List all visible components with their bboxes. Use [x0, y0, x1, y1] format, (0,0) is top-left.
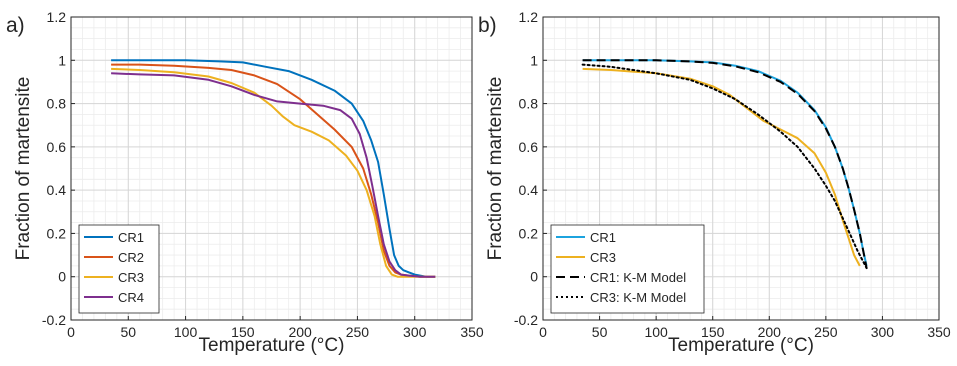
- x-tick-label: 150: [231, 324, 255, 340]
- legend: CR1 CR2 CR3 CR4: [78, 224, 160, 314]
- legend-entry: CR3: [590, 250, 616, 265]
- legend-entry: CR3: [118, 270, 144, 285]
- series-group: [111, 59, 436, 278]
- series-line-cr4: [111, 72, 436, 278]
- y-axis-label: Fraction of martensite: [13, 77, 34, 261]
- x-tick-label: 250: [346, 324, 370, 340]
- axes-box: [542, 16, 940, 321]
- series-line-cr1: [111, 59, 436, 278]
- x-axis-label: Temperature (°C): [668, 335, 814, 356]
- y-tick-label: 0.6: [47, 139, 67, 155]
- legend-entry: CR4: [118, 290, 144, 305]
- x-tick-label: 100: [644, 324, 668, 340]
- x-tick-label: 200: [758, 324, 782, 340]
- x-tick-label: 350: [460, 324, 484, 340]
- y-tick-label: 0.8: [519, 96, 539, 112]
- x-tick-label: 0: [67, 324, 75, 340]
- y-axis-label: Fraction of martensite: [485, 77, 506, 261]
- y-tick-label: 1: [530, 52, 538, 68]
- x-tick-label: 250: [814, 324, 838, 340]
- x-tick-label: 0: [539, 324, 547, 340]
- y-tick-label: 0.6: [519, 139, 539, 155]
- x-tick-label: 350: [927, 324, 951, 340]
- series-line-cr1-k-m-model: [582, 59, 868, 269]
- axes-box: [70, 16, 473, 321]
- y-tick-label: -0.2: [42, 312, 66, 328]
- legend-entry: CR1: K-M Model: [590, 270, 686, 285]
- y-tick-label: 0.2: [47, 225, 67, 241]
- legend-entry: CR1: [118, 230, 144, 245]
- chart-panel-b: 0 50 100 150 200 250 300 350-0.200.20.40.60.811…: [478, 9, 951, 356]
- y-tick-label: 0.4: [47, 182, 67, 198]
- x-tick-label: 300: [403, 324, 427, 340]
- y-tick-label: 1.2: [47, 9, 67, 25]
- chart-panel-a: 0 50 100 150 200 250 300 350-0.200.20.40.60.811…: [6, 9, 484, 356]
- x-tick-label: 50: [592, 324, 608, 340]
- x-axis-label: Temperature (°C): [199, 335, 345, 356]
- panel-label: b): [478, 14, 497, 37]
- legend-entry: CR2: [118, 250, 144, 265]
- x-tick-label: 50: [120, 324, 136, 340]
- x-tick-label: 300: [871, 324, 895, 340]
- series-line-cr3: [111, 67, 436, 278]
- y-tick-label: 0.8: [47, 96, 67, 112]
- y-tick-label: 1.2: [519, 9, 539, 25]
- y-tick-label: -0.2: [514, 312, 538, 328]
- y-tick-label: 0.2: [519, 225, 539, 241]
- y-tick-label: 0: [530, 269, 538, 285]
- y-tick-label: 1: [58, 52, 66, 68]
- legend-entry: CR3: K-M Model: [590, 290, 686, 305]
- legend: CR1 CR3 CR1: K-M Model CR3: K-M Model: [550, 224, 705, 314]
- y-tick-label: 0: [58, 269, 66, 285]
- x-tick-label: 150: [701, 324, 725, 340]
- panel-label: a): [6, 14, 25, 37]
- legend-box: [78, 224, 160, 314]
- series-group: [581, 59, 868, 270]
- series-line-cr3-k-m-model: [581, 63, 868, 270]
- x-tick-label: 100: [174, 324, 198, 340]
- y-tick-label: 0.4: [519, 182, 539, 198]
- legend-box: [550, 224, 705, 314]
- x-tick-label: 200: [288, 324, 312, 340]
- legend-entry: CR1: [590, 230, 616, 245]
